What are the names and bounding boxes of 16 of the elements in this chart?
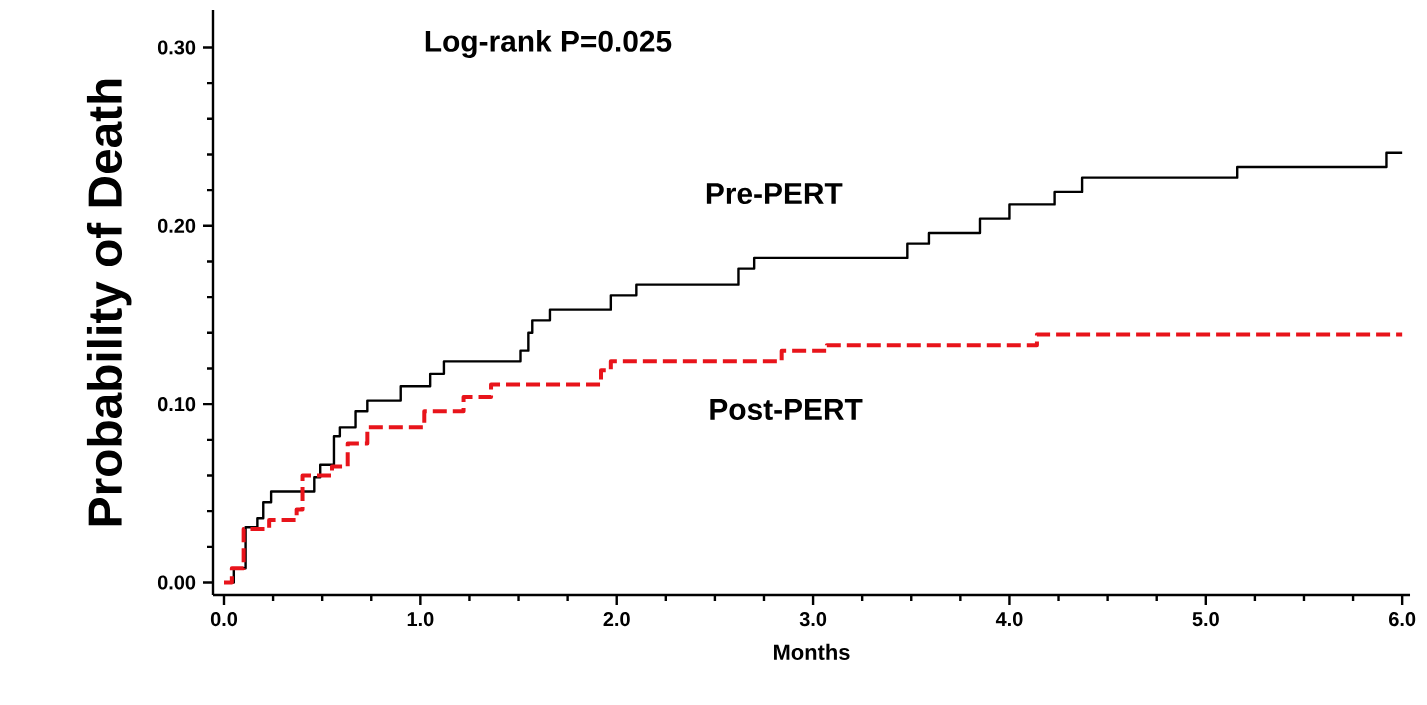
annotation: Log-rank P=0.025	[425, 29, 672, 58]
series-label: Pre-PERT	[706, 183, 843, 205]
x-tick-label: 6.0	[1389, 612, 1416, 627]
y-tick-label: 0.30	[157, 40, 196, 55]
x-tick-label: 0.0	[210, 612, 238, 627]
x-tick-label: 2.0	[603, 612, 630, 627]
x-tick-label: 3.0	[799, 612, 827, 627]
x-axis-title: Months	[774, 643, 850, 660]
x-tick-label: 5.0	[1192, 612, 1219, 627]
x-tick-label: 4.0	[995, 612, 1023, 627]
y-tick-label: 0.10	[157, 397, 196, 412]
y-tick-label: 0.20	[157, 218, 196, 233]
y-axis-title: Probability of Death	[86, 79, 132, 526]
series-label: Post-PERT	[710, 399, 863, 420]
x-tick-label: 1.0	[407, 612, 434, 627]
y-tick-label: 0.00	[157, 575, 196, 590]
